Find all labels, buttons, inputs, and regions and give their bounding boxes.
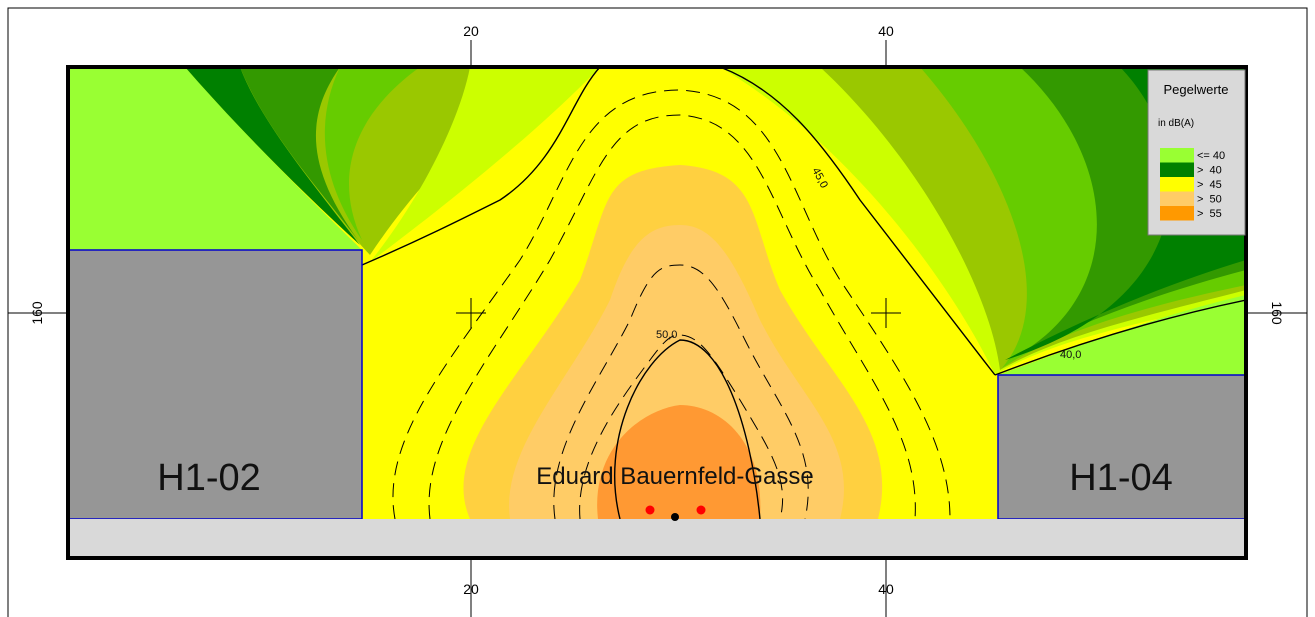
street-label: Eduard Bauernfeld-Gasse bbox=[536, 463, 814, 490]
zone-gt40-left-green bbox=[324, 67, 420, 240]
zone-gt55 bbox=[597, 405, 761, 519]
legend-items: <= 40 > 40 > 45 > 50 > 55 bbox=[1160, 148, 1225, 221]
solid-isolines bbox=[361, 67, 1246, 520]
top-tick-label-40: 40 bbox=[878, 23, 894, 39]
legend-label-2: > 45 bbox=[1197, 179, 1222, 191]
legend-swatch-2 bbox=[1160, 177, 1194, 192]
noise-map bbox=[68, 67, 1246, 558]
building-h1-04 bbox=[997, 374, 1246, 520]
map-border bbox=[66, 65, 1248, 560]
legend-label-0: <= 40 bbox=[1197, 150, 1225, 162]
dashed-isolines bbox=[392, 89, 951, 520]
legend: Pegelwerte in dB(A) <= 40 > 40 > 45 > 50 > 5… bbox=[1147, 69, 1246, 236]
zone-gt50 bbox=[509, 225, 844, 519]
source-point-right bbox=[696, 505, 706, 515]
zone-gt40-left-mid bbox=[240, 67, 358, 240]
legend-label-1: > 40 bbox=[1197, 165, 1222, 177]
bottom-tick-label-20: 20 bbox=[463, 581, 479, 597]
zone-le40-left bbox=[68, 67, 362, 250]
grid-cross-markers bbox=[456, 298, 901, 328]
legend-subtitle: in dB(A) bbox=[1158, 118, 1194, 129]
receiver-point bbox=[671, 513, 679, 521]
street-strip bbox=[68, 519, 1246, 558]
contour-label-50: 50,0 bbox=[656, 329, 677, 341]
bottom-tick-label-40: 40 bbox=[878, 581, 894, 597]
legend-swatch-3 bbox=[1160, 191, 1194, 206]
right-tick-label-160: 160 bbox=[1269, 301, 1285, 325]
left-tick-label-160: 160 bbox=[29, 301, 45, 325]
building-label-h1-02: H1-02 bbox=[157, 457, 261, 499]
outer-border bbox=[7, 7, 1308, 617]
legend-label-4: > 55 bbox=[1197, 208, 1222, 220]
legend-title: Pegelwerte bbox=[1163, 82, 1228, 97]
zone-lime-left bbox=[370, 67, 600, 262]
building-label-h1-04: H1-04 bbox=[1069, 457, 1173, 499]
zone-gt40-left-dark bbox=[185, 67, 360, 245]
source-point-left bbox=[645, 505, 655, 515]
building-h1-02 bbox=[68, 249, 363, 520]
top-tick-label-20: 20 bbox=[463, 23, 479, 39]
legend-swatch-1 bbox=[1160, 162, 1194, 177]
legend-swatch-0 bbox=[1160, 148, 1194, 163]
legend-label-3: > 50 bbox=[1197, 194, 1222, 206]
legend-swatch-4 bbox=[1160, 206, 1194, 221]
contour-label-40: 40,0 bbox=[1060, 349, 1081, 361]
